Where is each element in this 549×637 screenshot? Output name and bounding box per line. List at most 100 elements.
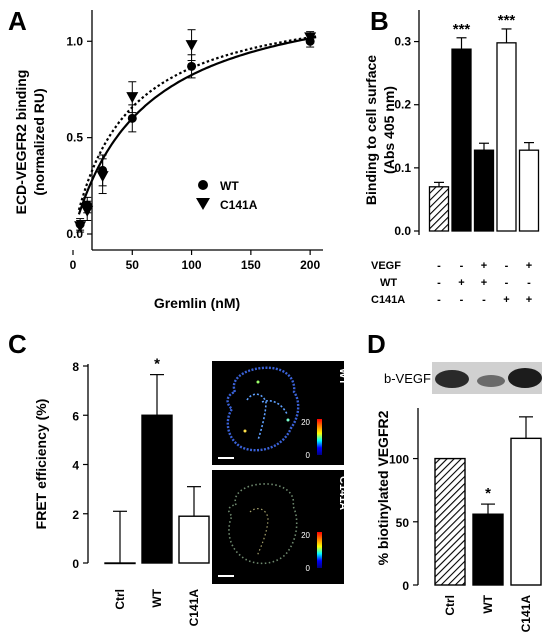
panel-a-fit-curve-c141a (77, 35, 317, 211)
micrograph-wt-colorbar-max: 20 (301, 418, 310, 427)
panel-d-bar (510, 437, 542, 586)
panel-a-y-tick-label: 0.5 (66, 131, 83, 145)
micrograph-c141a-label: C141A (337, 476, 349, 510)
western-blot-strip (432, 362, 542, 394)
panel-b-chart: 0.0 0.1 0.2 0.3 - - - *** - + - + + - *** - - + + - + Bindin… (363, 10, 540, 306)
panel-b-ylabel-line2: (Abs 405 nm) (381, 86, 397, 174)
micrograph-wt-cell-outline (226, 366, 300, 452)
panel-a-x-tick-label: 0 (70, 258, 77, 272)
legend-label-c141a: C141A (220, 198, 258, 212)
panel-b-condition-mark: - (460, 294, 464, 306)
micrograph-wt-colorbar (317, 419, 322, 455)
micrograph-wt-signal-spot (243, 429, 247, 433)
panel-d-significance: * (485, 485, 491, 502)
panel-d-bar (472, 513, 504, 586)
panel-d-blot-label: b-VEGFR2 (384, 371, 448, 386)
panel-b-condition-mark: + (503, 294, 509, 306)
panel-b-condition-mark: - (505, 277, 509, 289)
panel-b-bar (428, 186, 450, 232)
panel-a-point-wt (187, 61, 197, 71)
panel-a-x-tick-label: 200 (300, 258, 320, 272)
panel-d-ylabel: % biotinylated VEGFR2 (375, 410, 391, 565)
western-blot-band-wt (477, 375, 505, 387)
panel-c-significance: * (154, 356, 160, 373)
panel-d-bar (434, 457, 466, 586)
panel-label-d: D (367, 329, 386, 359)
panel-b-condition-mark: + (526, 294, 532, 306)
panel-c-bar (178, 515, 210, 564)
panel-b-condition-mark: - (505, 260, 509, 272)
panel-b-bar (496, 42, 517, 232)
panel-b-condition-mark: - (437, 277, 441, 289)
panel-c-y-tick-label: 0 (72, 557, 79, 571)
panel-b-row-label-vegf: VEGF (371, 260, 401, 272)
panel-b-significance: *** (453, 21, 471, 38)
panel-c-x-tick-label: C141A (187, 589, 201, 627)
legend-label-wt: WT (220, 179, 239, 193)
panel-b-condition-mark: + (481, 260, 487, 272)
panel-b-y-tick-label: 0.3 (394, 35, 411, 49)
panel-d-y-tick-label: 0 (402, 579, 409, 593)
micrograph-c141a: 20 0 C141A (212, 470, 349, 584)
panel-b-condition-mark: + (481, 277, 487, 289)
panel-c-bar (141, 414, 173, 564)
panel-b-bar (473, 149, 495, 232)
panel-a-ylabel-line1: ECD-VEGFR2 binding (13, 70, 29, 215)
panel-d-x-tick-label: Ctrl (443, 595, 457, 616)
panel-b-condition-mark: - (437, 294, 441, 306)
panel-a-point-c141a (185, 40, 198, 52)
panel-a-legend: WT C141A (196, 179, 258, 212)
panel-b-condition-mark: - (482, 294, 486, 306)
panel-b-condition-mark: + (526, 260, 532, 272)
panel-c-bar (104, 562, 136, 565)
panel-b-condition-mark: + (458, 277, 464, 289)
micrograph-wt-background (212, 361, 344, 465)
panel-a-x-tick-label: 150 (241, 258, 261, 272)
panel-a-x-tick-label: 100 (182, 258, 202, 272)
micrograph-wt-cell-junction (246, 393, 288, 441)
legend-marker-c141a (196, 198, 210, 210)
panel-b-y-tick-label: 0.0 (394, 224, 411, 238)
panel-d-y-tick-label: 50 (396, 516, 410, 530)
panel-c-y-tick-label: 4 (72, 459, 79, 473)
panel-d-x-tick-label: C141A (519, 595, 533, 633)
legend-marker-wt (198, 180, 208, 190)
panel-c-y-tick-label: 6 (72, 409, 79, 423)
panel-a-ylabel-line2: (normalized RU) (31, 88, 47, 195)
panel-label-a: A (8, 6, 27, 36)
micrograph-wt-label: WT (337, 368, 349, 385)
panel-a-fit-curve-wt (77, 36, 317, 215)
panel-a-point-wt (127, 113, 137, 123)
panel-a-point-c141a (126, 92, 139, 104)
panel-c-y-tick-label: 2 (72, 508, 79, 522)
panel-b-row-label-wt: WT (380, 277, 397, 289)
panel-d-y-tick-label: 100 (389, 453, 409, 467)
panel-c-y-tick-label: 8 (72, 360, 79, 374)
panel-a-y-tick-label: 1.0 (66, 34, 83, 48)
panel-b-y-tick-label: 0.2 (394, 98, 411, 112)
micrograph-c141a-colorbar-min: 0 (306, 564, 311, 573)
micrograph-wt-colorbar-min: 0 (306, 451, 311, 460)
panel-a-xlabel: Gremlin (nM) (154, 295, 240, 311)
panel-c-x-tick-label: Ctrl (113, 589, 127, 610)
panel-a-x-tick-label: 50 (126, 258, 140, 272)
panel-b-bar (451, 48, 472, 232)
micrograph-c141a-background (212, 470, 344, 584)
panel-label-c: C (8, 329, 27, 359)
western-blot-band-c141a (508, 368, 542, 388)
panel-c-ylabel: FRET efficiency (%) (33, 399, 49, 530)
micrograph-wt-signal-spot (286, 418, 290, 422)
panel-b-ylabel-line1: Binding to cell surface (363, 55, 379, 205)
panel-b-row-label-c141a: C141A (371, 294, 405, 306)
micrograph-c141a-colorbar (317, 532, 322, 568)
panel-b-condition-mark: - (527, 277, 531, 289)
panel-b-bar (518, 149, 540, 232)
panel-label-b: B (370, 6, 389, 36)
panel-d-chart: b-VEGFR2 0 50 100 Ctrl * WT C141A % biotinylat… (375, 362, 542, 632)
micrograph-wt: 20 0 WT (212, 361, 349, 465)
panel-d-x-tick-label: WT (481, 594, 495, 613)
panel-b-condition-mark: - (460, 260, 464, 272)
panel-c-x-tick-label: WT (150, 588, 164, 607)
